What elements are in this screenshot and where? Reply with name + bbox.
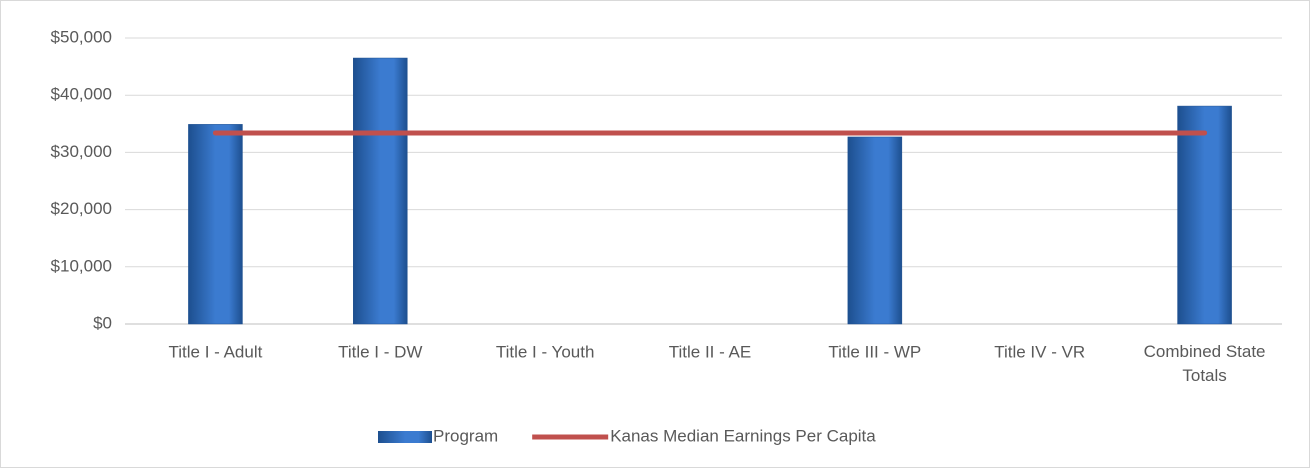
x-tick-label: Title I - Adult (168, 342, 262, 361)
y-tick-label: $20,000 (51, 199, 112, 218)
legend-label: Kanas Median Earnings Per Capita (610, 426, 876, 445)
y-tick-label: $10,000 (51, 256, 112, 275)
y-tick-label: $40,000 (51, 85, 112, 104)
x-tick-label: Title II - AE (669, 342, 752, 361)
x-tick-label: Combined State Totals (1144, 342, 1266, 385)
x-tick-label: Title III - WP (828, 342, 921, 361)
legend-swatch (378, 431, 432, 443)
y-tick-label: $50,000 (51, 27, 112, 46)
bar (847, 136, 903, 325)
x-tick-label: Title I - DW (338, 342, 422, 361)
bar (1177, 105, 1232, 325)
legend-label: Program (433, 426, 498, 445)
x-tick-label: Title IV - VR (994, 342, 1085, 361)
bar (188, 124, 243, 325)
y-tick-label: $0 (93, 313, 112, 332)
y-tick-label: $30,000 (51, 142, 112, 161)
x-tick-label: Title I - Youth (496, 342, 595, 361)
bar (353, 57, 408, 325)
